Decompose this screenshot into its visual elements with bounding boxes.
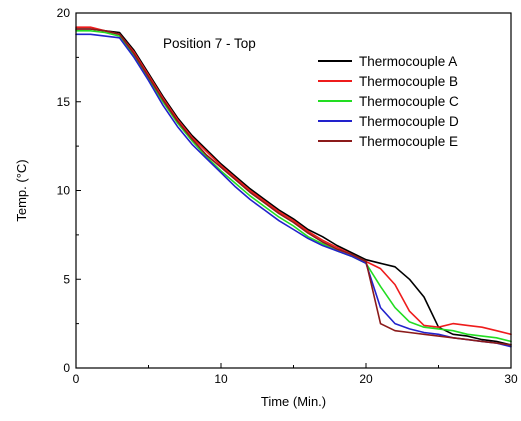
series-layer: [75, 26, 512, 348]
y-axis-label: Temp. (°C): [14, 159, 29, 221]
x-tick-label: 10: [214, 372, 228, 386]
y-tick-label: 5: [63, 272, 70, 286]
legend: Thermocouple A Thermocouple B Thermocouple…: [318, 54, 459, 149]
series-line-e: [75, 28, 512, 346]
x-axis-label: Time (Min.): [261, 394, 326, 409]
x-tick-label: 20: [359, 372, 373, 386]
legend-label-d: Thermocouple D: [359, 114, 459, 129]
legend-label-c: Thermocouple C: [359, 94, 459, 109]
y-tick-label: 20: [57, 6, 71, 20]
y-tick-label: 10: [57, 184, 71, 198]
series-line-d: [75, 33, 512, 348]
legend-label-b: Thermocouple B: [359, 74, 458, 89]
plot-annotation: Position 7 - Top: [163, 36, 256, 51]
series-line-c: [75, 29, 512, 343]
ticks-layer: 0 10 20 30 0 5 10 15 20: [57, 6, 518, 386]
x-tick-label: 0: [73, 372, 80, 386]
x-tick-label: 30: [504, 372, 518, 386]
legend-label-e: Thermocouple E: [359, 134, 458, 149]
y-tick-label: 0: [63, 361, 70, 375]
series-line-b: [75, 26, 512, 336]
y-tick-label: 15: [57, 95, 71, 109]
legend-label-a: Thermocouple A: [359, 54, 457, 69]
